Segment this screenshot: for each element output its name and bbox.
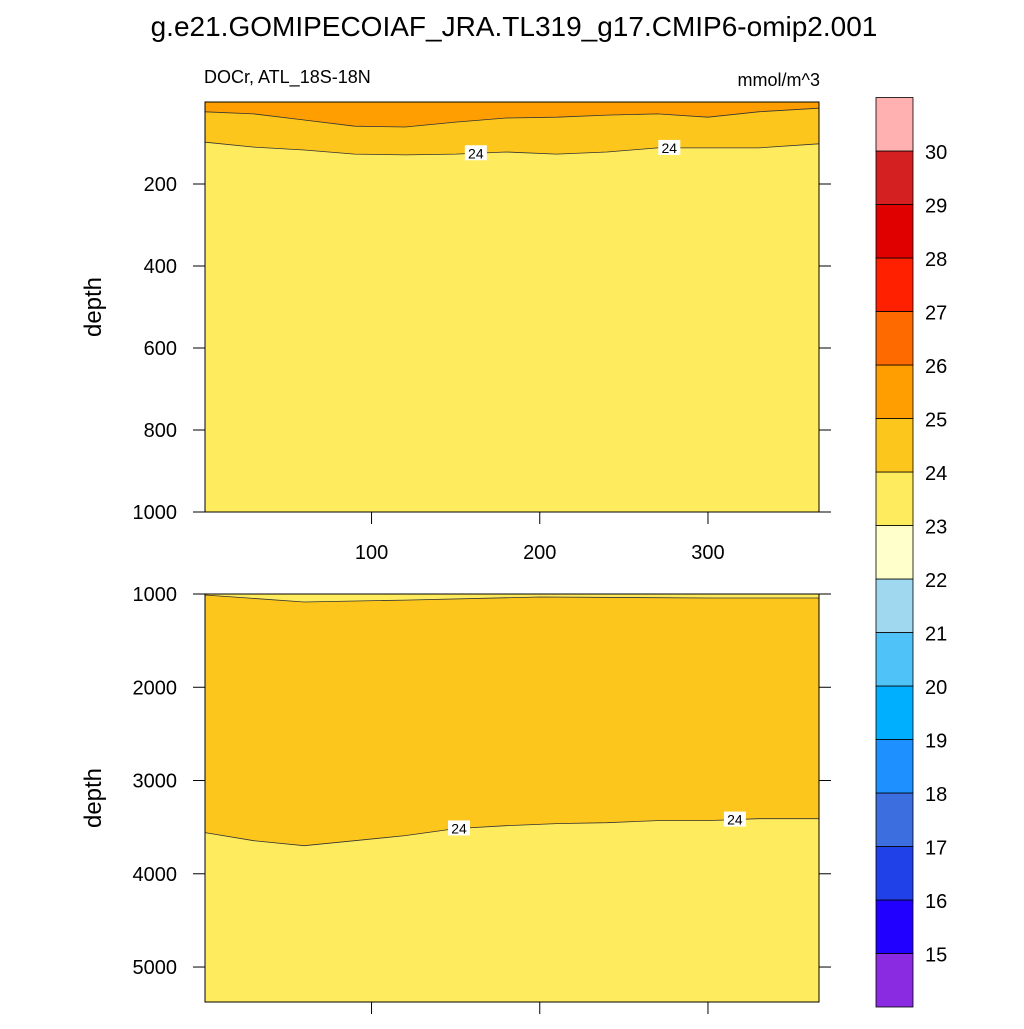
chart-title: g.e21.GOMIPECOIAF_JRA.TL319_g17.CMIP6-om… [151,11,878,42]
contour-label: 24 [661,140,677,156]
colorbar-box [875,578,914,633]
contour-label: 24 [727,812,743,828]
contour-label-box [464,145,487,161]
y-tick-label: 1000 [133,584,178,606]
y-tick-label: 800 [144,420,177,442]
colorbar-label: 20 [925,677,947,699]
colorbar-label: 15 [925,945,947,967]
colorbar-label: 29 [925,196,947,218]
contour-line [204,818,819,847]
contour-fill [205,818,819,1002]
contour-label-box [448,820,471,836]
y-tick-label: 2000 [133,677,178,699]
y-tick-label: 200 [144,174,177,196]
colorbar-box [875,364,914,419]
y-tick-label: 3000 [133,771,178,793]
y-tick-label: 600 [144,338,177,360]
contour-line [204,594,819,603]
colorbar-label: 28 [925,249,947,271]
colorbar-box [875,685,914,740]
colorbar-box [875,525,914,580]
colorbar-label: 25 [925,410,947,432]
contour-label-box [723,811,746,827]
contour-fill [205,142,819,512]
contour-label-box [658,139,681,155]
colorbar-box [875,953,914,1008]
colorbar-box [875,150,914,205]
plot-frame [204,593,820,1003]
colorbar-box [875,632,914,687]
colorbar-box [875,311,914,366]
contour-fill [205,594,819,602]
contour-label: 24 [451,820,467,836]
colorbar-label: 21 [925,624,947,646]
colorbar-box [875,739,914,794]
x-tick-label: 200 [523,542,556,564]
colorbar-box [875,899,914,954]
y-tick-label: 400 [144,256,177,278]
right-subtitle: mmol/m^3 [738,70,820,90]
y-tick-label: 1000 [133,502,178,524]
colorbar-label: 27 [925,303,947,325]
contour-fill [205,595,819,846]
y-axis-label: depth [80,277,107,337]
y-tick-label: 4000 [133,864,178,886]
colorbar-box [875,792,914,847]
colorbar-label: 23 [925,517,947,539]
colorbar-label: 30 [925,142,947,164]
colorbar-box [875,846,914,901]
colorbar-label: 26 [925,356,947,378]
x-tick-label: 100 [355,542,388,564]
contour-line [204,141,820,156]
colorbar-box [875,471,914,526]
x-tick-label: 300 [691,542,724,564]
left-subtitle: DOCr, ATL_18S-18N [204,67,371,88]
colorbar-label: 19 [925,731,947,753]
colorbar-box [875,418,914,473]
contour-line [204,107,820,128]
colorbar-label: 24 [925,463,947,485]
colorbar-box [875,204,914,259]
colorbar-label: 18 [925,784,947,806]
colorbar-label: 16 [925,891,947,913]
contour-fill [205,102,819,127]
colorbar-box [875,97,914,152]
colorbar-box [875,257,914,312]
plot-frame [204,101,820,513]
y-axis-label: depth [80,768,107,828]
contour-label: 24 [468,145,484,161]
y-tick-label: 5000 [133,957,178,979]
colorbar-label: 22 [925,570,947,592]
colorbar-label: 17 [925,838,947,860]
